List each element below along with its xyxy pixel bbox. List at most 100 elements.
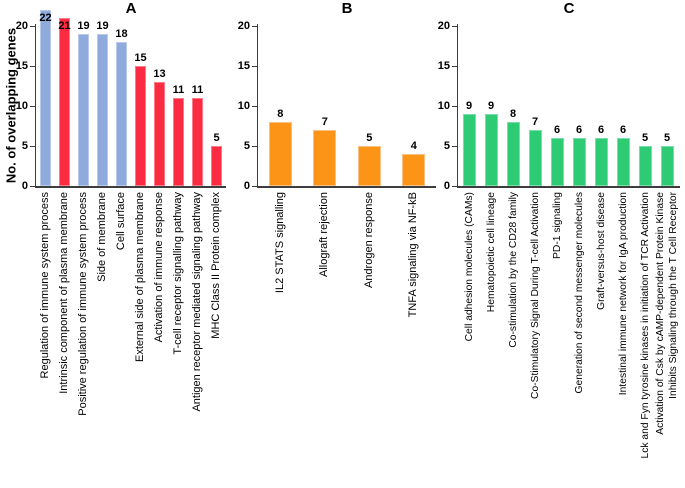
bar-c-1 <box>462 114 476 186</box>
bar-a-9 <box>192 98 203 186</box>
y-tick-label-b: 0 <box>243 180 250 192</box>
bar-a-8 <box>173 98 184 186</box>
y-tick-mark-a <box>30 145 35 147</box>
y-tick-label-c: 5 <box>443 140 450 152</box>
x-category-label: Lck and Fyn tyrosine kinases in initiati… <box>639 192 651 459</box>
x-category-label: Cell surface <box>115 192 127 251</box>
bar-value-label: 8 <box>509 108 517 120</box>
x-category-label: Generation of second messenger molecules <box>573 192 585 394</box>
bar-value-label: 13 <box>153 68 166 80</box>
y-tick-label-b: 15 <box>237 60 250 72</box>
bar-value-label: 19 <box>77 20 90 32</box>
bar-value-label: 4 <box>410 140 417 152</box>
bar-value-label: 9 <box>465 100 473 112</box>
bar-a-1 <box>40 10 51 186</box>
y-tick-label-c: 10 <box>437 100 450 112</box>
y-tick-mark-a <box>30 185 35 187</box>
x-category-label: External side of plasma membrane <box>134 192 146 362</box>
x-category-label: Regulation of immune system process <box>39 192 51 379</box>
y-tick-label-b: 20 <box>237 20 250 32</box>
bar-b-4 <box>402 154 426 186</box>
bar-c-5 <box>550 138 564 186</box>
bar-b-3 <box>357 146 381 186</box>
y-axis-line-a <box>34 24 36 188</box>
bar-value-label: 6 <box>619 124 627 136</box>
y-tick-label-a: 5 <box>21 140 28 152</box>
bar-value-label: 18 <box>115 28 128 40</box>
y-tick-mark-c <box>452 65 457 67</box>
y-tick-mark-b <box>252 145 257 147</box>
x-category-label: Graft-versus-host disease <box>595 192 607 310</box>
x-category-label: TNFA signaling via NF-kB <box>407 192 420 318</box>
bar-a-10 <box>211 146 222 186</box>
bar-c-7 <box>594 138 608 186</box>
panel-title-c: C <box>563 0 575 17</box>
bar-value-label: 22 <box>39 12 52 24</box>
bar-value-label: 5 <box>641 132 649 144</box>
x-category-label: Positive regulation of immune system pro… <box>77 192 89 416</box>
bar-c-3 <box>506 122 520 186</box>
y-tick-label-c: 15 <box>437 60 450 72</box>
x-category-label: Activation of Csk by cAMP-dependent Prot… <box>654 192 679 435</box>
x-axis-line-a <box>34 186 226 188</box>
bar-b-1 <box>268 122 292 186</box>
panel-title-b: B <box>341 0 353 17</box>
x-category-label: IL2 STATS signalling <box>273 192 286 294</box>
bar-value-label: 6 <box>575 124 583 136</box>
x-category-label: Co-Stimulatory Signal During T-cell Acti… <box>529 192 541 399</box>
bar-a-7 <box>154 82 165 186</box>
bar-value-label: 21 <box>58 20 71 32</box>
x-category-label: Hematopoietic cell lineage <box>485 192 497 313</box>
x-category-label: MHC Class II Protein complex <box>210 192 222 339</box>
x-category-label: Intrinsic component of plasma membrane <box>58 192 70 394</box>
y-tick-mark-a <box>30 105 35 107</box>
bar-c-6 <box>572 138 586 186</box>
x-category-label: PD-1 signaling <box>551 192 563 259</box>
x-category-label: Co-stimulation by the CD28 family <box>507 192 519 348</box>
x-category-label: Cell adhesion molecules (CAMs) <box>463 192 475 342</box>
y-tick-mark-b <box>252 185 257 187</box>
bar-value-label: 15 <box>134 52 147 64</box>
bar-b-2 <box>313 130 337 186</box>
y-tick-mark-b <box>252 65 257 67</box>
x-category-label: Side of membrane <box>96 192 108 282</box>
bar-value-label: 6 <box>553 124 561 136</box>
y-tick-label-a: 10 <box>15 100 28 112</box>
y-tick-mark-c <box>452 25 457 27</box>
x-category-label: Activation of immune response <box>153 192 165 343</box>
bar-c-9 <box>638 146 652 186</box>
y-tick-label-a: 15 <box>15 60 28 72</box>
y-tick-mark-c <box>452 145 457 147</box>
y-tick-mark-b <box>252 25 257 27</box>
y-axis-line-c <box>456 24 458 188</box>
x-category-label: Antigen receptor mediated signaling path… <box>191 192 203 412</box>
x-category-label: Allograft rejection <box>318 192 331 277</box>
y-axis-line-b <box>256 24 258 188</box>
y-tick-label-a: 0 <box>21 180 28 192</box>
panel-title-a: A <box>125 0 137 17</box>
bar-value-label: 11 <box>172 84 185 96</box>
bar-a-3 <box>78 34 89 186</box>
bar-c-4 <box>528 130 542 186</box>
bar-c-8 <box>616 138 630 186</box>
y-tick-mark-a <box>30 25 35 27</box>
bar-value-label: 5 <box>366 132 373 144</box>
bar-c-2 <box>484 114 498 186</box>
bar-value-label: 5 <box>663 132 671 144</box>
y-tick-label-c: 20 <box>437 20 450 32</box>
x-axis-line-b <box>256 186 436 188</box>
bar-value-label: 6 <box>597 124 605 136</box>
bar-value-label: 5 <box>213 132 220 144</box>
y-tick-mark-a <box>30 65 35 67</box>
x-category-label: Androgen response <box>362 192 375 289</box>
bar-a-5 <box>116 42 127 186</box>
x-category-label: T-cell receptor signalling pathway <box>172 192 184 355</box>
bar-value-label: 9 <box>487 100 495 112</box>
x-category-label: Intestinal immune network for IgA produc… <box>617 192 629 396</box>
bar-value-label: 7 <box>531 116 539 128</box>
bar-value-label: 19 <box>96 20 109 32</box>
y-tick-mark-b <box>252 105 257 107</box>
bar-a-2 <box>59 18 70 186</box>
bar-c-10 <box>660 146 674 186</box>
